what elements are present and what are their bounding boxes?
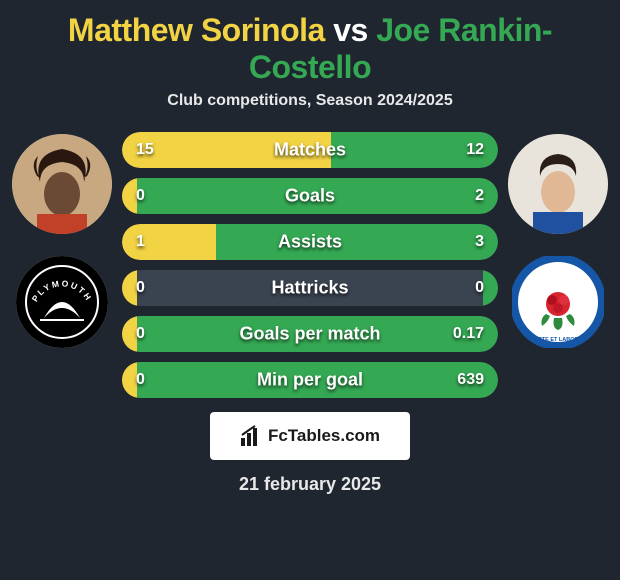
stat-value-right: 639 [457,371,484,389]
comparison-body: PLYMOUTH 15 12 Matches 0 2 Goals 1 3 Assists 0 0 Ha… [10,128,610,398]
stat-value-left: 0 [136,371,145,389]
player1-avatar-svg [12,134,112,234]
stat-value-left: 0 [136,325,145,343]
plymouth-badge-icon: PLYMOUTH [16,256,108,348]
stat-fill-left [122,178,137,214]
stat-fill-right [483,270,498,306]
player2-avatar [508,134,608,234]
subtitle: Club competitions, Season 2024/2025 [10,92,610,128]
comparison-title: Matthew Sorinola vs Joe Rankin-Costello [10,8,610,92]
stat-row: 0 2 Goals [122,178,498,214]
left-side: PLYMOUTH [12,128,112,348]
stat-value-left: 1 [136,233,145,251]
fctables-logo: FcTables.com [210,412,410,460]
stat-row: 15 12 Matches [122,132,498,168]
player2-club-badge: BLACKBURN ROVERS F.C ARTE ET LABORE [512,256,604,348]
stat-value-right: 12 [466,141,484,159]
right-side: BLACKBURN ROVERS F.C ARTE ET LABORE [508,128,608,348]
stat-label: Matches [274,140,346,161]
player1-name: Matthew Sorinola [68,12,325,48]
fctables-text: FcTables.com [268,426,380,446]
stat-value-left: 0 [136,187,145,205]
chart-icon [240,425,262,447]
stat-value-right: 2 [475,187,484,205]
stat-label: Goals per match [239,324,380,345]
stat-fill-left [122,316,137,352]
footer-date: 21 february 2025 [10,460,610,495]
stat-label: Hattricks [271,278,348,299]
title-vs: vs [333,12,368,48]
stat-value-right: 3 [475,233,484,251]
stat-row: 0 639 Min per goal [122,362,498,398]
stat-label: Goals [285,186,335,207]
player1-club-badge: PLYMOUTH [16,256,108,348]
stat-row: 1 3 Assists [122,224,498,260]
stat-value-right: 0.17 [453,325,484,343]
stat-row: 0 0 Hattricks [122,270,498,306]
stat-label: Assists [278,232,342,253]
stat-label: Min per goal [257,370,363,391]
stat-fill-left [122,362,137,398]
stat-value-right: 0 [475,279,484,297]
player1-avatar [12,134,112,234]
player2-avatar-svg [508,134,608,234]
blackburn-badge-icon: BLACKBURN ROVERS F.C ARTE ET LABORE [512,256,604,348]
stats-bars: 1512Matches02Goals13Assists00Hattricks00… [122,128,498,398]
stat-value-left: 0 [136,279,145,297]
stat-value-left: 15 [136,141,154,159]
svg-text:ARTE ET LABORE: ARTE ET LABORE [534,337,583,343]
stat-fill-left [122,270,137,306]
stat-fill-right [216,224,498,260]
stat-row: 0 0.17 Goals per match [122,316,498,352]
